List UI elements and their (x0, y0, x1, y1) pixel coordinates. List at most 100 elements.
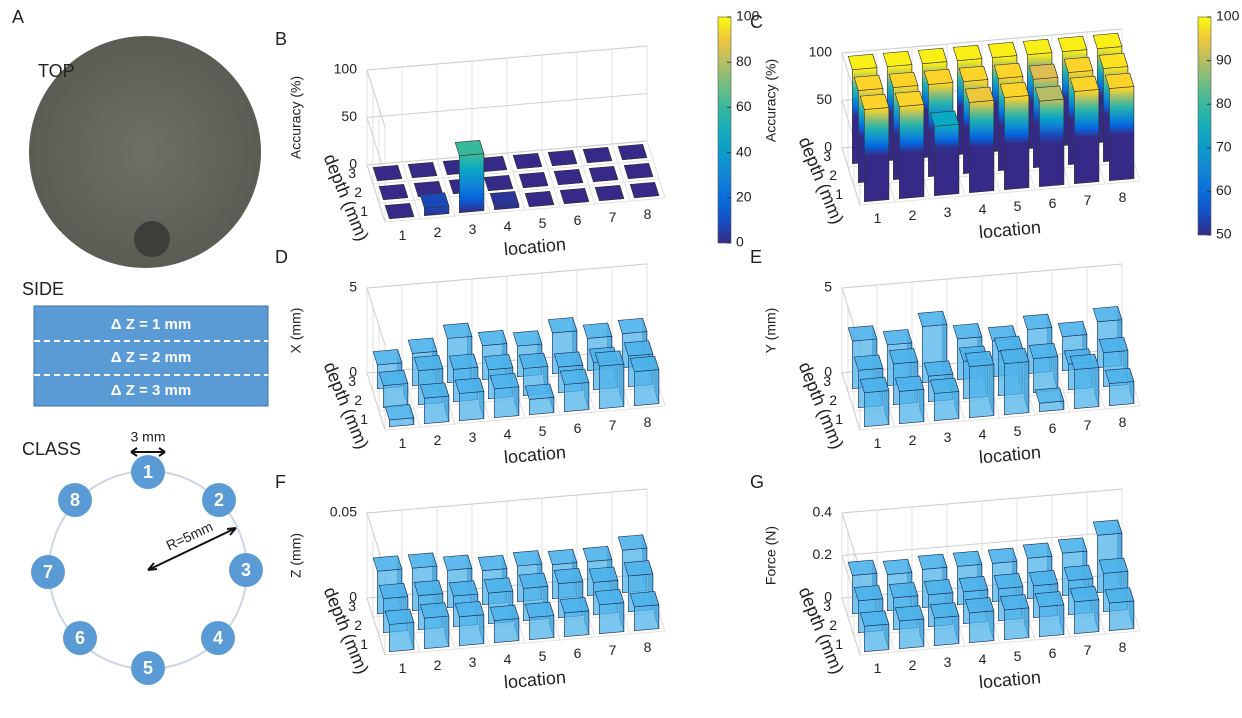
bar-face (408, 553, 437, 568)
bar-face (408, 162, 437, 177)
bar (379, 370, 408, 408)
bar (379, 184, 408, 199)
bar-face (930, 603, 959, 618)
bar-face (484, 175, 513, 190)
bar-face (1033, 357, 1058, 393)
bar-face (630, 356, 659, 371)
bar-face (1099, 53, 1128, 68)
bar-face (854, 585, 883, 600)
bar-face (564, 382, 589, 411)
figure: A TOP SIDE Δ Z = 1 mm Δ Z = 2 mm Δ Z = 3… (0, 0, 1242, 718)
bar-face (1074, 89, 1099, 183)
bar-face (883, 330, 912, 345)
bar-face (1099, 337, 1128, 352)
bar (525, 602, 554, 640)
chart: 00.05Z (mm)123depth (mm)12345678location… (275, 472, 665, 693)
marker-label: 5 (143, 658, 153, 678)
z-tick-label: 100 (809, 44, 833, 60)
bar (1035, 86, 1064, 187)
bar (860, 377, 889, 426)
bar-face (560, 598, 589, 613)
bar-face (1035, 388, 1064, 403)
location-axis-label: location (503, 234, 567, 259)
bar-face (1029, 343, 1058, 358)
location-tick-label: 4 (504, 426, 512, 442)
bar-face (443, 323, 472, 338)
z-axis-label: Y (mm) (763, 308, 779, 354)
bar-face (899, 619, 924, 649)
bar-face (599, 603, 624, 634)
bar (965, 87, 994, 193)
bar-face (1000, 348, 1029, 363)
location-tick-label: 1 (399, 227, 407, 243)
z-axis-label: Accuracy (%) (763, 59, 779, 142)
bar-face (934, 616, 959, 646)
bar-face (459, 615, 484, 646)
bar-face (1058, 36, 1087, 51)
location-tick-label: 5 (1014, 648, 1022, 664)
bar-face (455, 378, 484, 393)
bar-face (1105, 73, 1134, 88)
bar-face (414, 580, 443, 595)
bar-face (385, 405, 414, 420)
bar-face (548, 150, 577, 165)
z-tick-label: 0.2 (813, 546, 833, 562)
bar (630, 592, 659, 631)
bar (624, 163, 653, 178)
bar-face (1074, 368, 1099, 409)
location-tick-label: 2 (909, 432, 917, 448)
bar-face (383, 384, 408, 408)
bar-face (1029, 570, 1058, 585)
bar (490, 373, 519, 417)
bar-face (965, 598, 994, 613)
colorbar-tick-label: 60 (736, 98, 752, 114)
location-tick-label: 8 (644, 414, 652, 430)
bar-face (373, 556, 402, 571)
bar-face (848, 54, 877, 69)
bar (595, 185, 624, 200)
bar (385, 203, 414, 218)
z-axis-label: X (mm) (288, 308, 304, 354)
location-axis-label: location (503, 442, 567, 467)
bar-face (634, 370, 659, 406)
bar (385, 405, 414, 427)
bar (595, 351, 624, 409)
bar (385, 609, 414, 652)
location-tick-label: 5 (1014, 423, 1022, 439)
indent (134, 221, 170, 257)
location-tick-label: 1 (874, 660, 882, 676)
location-tick-label: 7 (1084, 417, 1092, 433)
bar-face (1004, 608, 1029, 640)
bar-face (889, 582, 918, 597)
bar-face (930, 378, 959, 393)
bar-face (848, 326, 877, 341)
bar-face (408, 338, 437, 353)
location-tick-label: 4 (979, 201, 987, 217)
bar (1000, 348, 1029, 414)
z-tick-label: 5 (824, 279, 832, 295)
bar-face (988, 42, 1017, 57)
bar (630, 182, 659, 197)
bar-face (519, 172, 548, 187)
bar-face (385, 203, 414, 218)
bar-face (455, 140, 484, 155)
location-tick-label: 2 (434, 224, 442, 240)
location-tick-label: 6 (574, 212, 582, 228)
bar-face (379, 583, 408, 598)
location-tick-label: 2 (909, 207, 917, 223)
bar-face (494, 619, 518, 643)
bar-face (385, 609, 414, 624)
z-tick-label: 50 (341, 108, 357, 124)
bar (1070, 586, 1099, 633)
bar (455, 601, 484, 645)
class-label: CLASS (22, 439, 81, 459)
bar (595, 589, 624, 633)
bar-face (860, 94, 889, 109)
bar (560, 188, 589, 203)
marker-label: 1 (143, 462, 153, 482)
colorbar-tick-label: 60 (1216, 182, 1232, 198)
bar (583, 147, 612, 162)
bar-face (854, 355, 883, 370)
location-tick-label: 2 (434, 657, 442, 673)
